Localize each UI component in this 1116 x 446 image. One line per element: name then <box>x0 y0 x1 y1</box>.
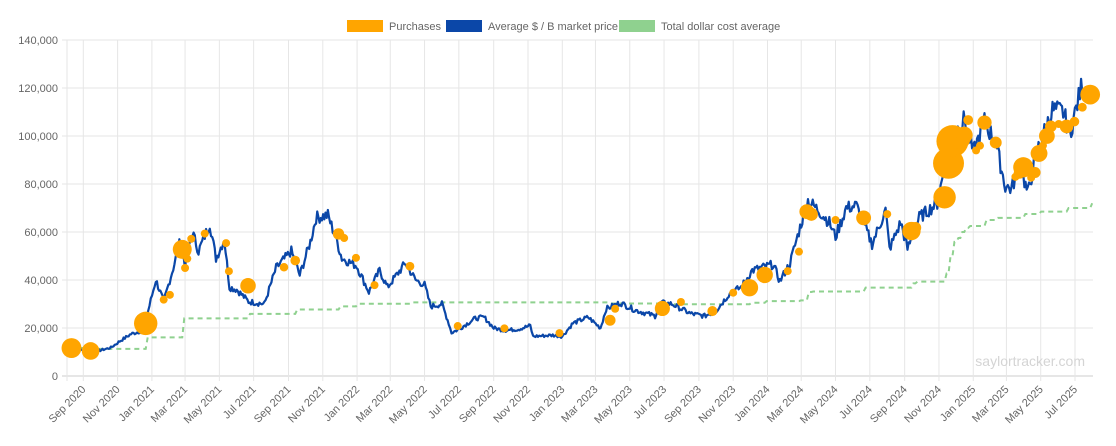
purchase-point[interactable] <box>977 115 992 130</box>
purchase-point[interactable] <box>1077 102 1087 112</box>
purchase-point[interactable] <box>611 304 620 313</box>
purchase-point[interactable] <box>290 255 301 266</box>
x-tick-label: Nov 2023 <box>697 384 739 426</box>
y-tick-label: 60,000 <box>24 227 58 239</box>
purchase-point[interactable] <box>856 210 872 226</box>
purchase-point[interactable] <box>989 136 1002 149</box>
legend-item-price[interactable]: Average $ / B market price <box>446 20 618 33</box>
purchase-point[interactable] <box>676 297 685 306</box>
purchase-point[interactable] <box>279 263 289 272</box>
purchase-point[interactable] <box>883 210 892 219</box>
purchase-point[interactable] <box>183 254 192 263</box>
purchase-point[interactable] <box>831 216 840 224</box>
dca-line <box>71 202 1094 350</box>
x-tick-label: Nov 2022 <box>491 384 533 426</box>
purchase-point[interactable] <box>604 314 616 326</box>
purchase-point[interactable] <box>240 277 256 294</box>
legend-label-dca: Total dollar cost average <box>661 21 780 33</box>
x-tick-label: Nov 2020 <box>81 384 123 426</box>
purchases-series <box>61 84 1101 360</box>
purchase-point[interactable] <box>555 329 564 338</box>
purchase-point[interactable] <box>794 247 803 256</box>
purchase-point[interactable] <box>351 253 360 262</box>
purchase-point[interactable] <box>165 290 174 299</box>
legend-item-purchases[interactable]: Purchases <box>347 20 441 33</box>
purchase-point[interactable] <box>1013 157 1034 178</box>
x-tick-label: May 2022 <box>387 384 430 427</box>
purchase-point[interactable] <box>224 267 233 276</box>
y-axis: 0 20,000 40,000 60,000 80,000 100,000 120,000 1… <box>18 35 58 383</box>
y-tick-label: 120,000 <box>18 83 58 95</box>
x-tick-label: May 2025 <box>1003 384 1046 427</box>
purchase-point[interactable] <box>340 234 349 243</box>
grid <box>62 39 1093 381</box>
purchase-point[interactable] <box>81 342 100 360</box>
y-tick-label: 0 <box>52 371 58 383</box>
x-tick-label: Jul 2025 <box>1042 384 1080 422</box>
y-tick-label: 20,000 <box>24 323 58 335</box>
legend-swatch-price <box>446 20 482 32</box>
purchase-point[interactable] <box>405 261 415 271</box>
x-tick-label: May 2024 <box>798 384 841 427</box>
legend-swatch-purchases <box>347 20 383 32</box>
purchase-point[interactable] <box>61 338 82 358</box>
purchase-point[interactable] <box>740 279 759 297</box>
x-tick-label: May 2021 <box>182 384 225 427</box>
purchase-point[interactable] <box>804 207 818 221</box>
purchase-point[interactable] <box>654 300 670 317</box>
purchase-point[interactable] <box>729 288 738 297</box>
purchase-point[interactable] <box>453 322 462 331</box>
y-tick-label: 80,000 <box>24 179 58 191</box>
legend[interactable]: Purchases Average $ / B market price Tot… <box>347 20 780 33</box>
legend-swatch-dca <box>619 20 655 32</box>
price-line <box>71 77 1092 353</box>
purchase-point[interactable] <box>963 115 974 125</box>
purchase-point[interactable] <box>159 295 168 304</box>
purchase-point[interactable] <box>370 281 379 290</box>
purchase-point[interactable] <box>187 234 196 243</box>
purchase-point[interactable] <box>1080 84 1101 105</box>
purchase-point[interactable] <box>200 229 209 238</box>
purchase-point[interactable] <box>1044 120 1057 133</box>
watermark: saylortracker.com <box>975 353 1085 369</box>
dca-series <box>71 202 1094 350</box>
purchase-point[interactable] <box>181 264 190 272</box>
y-tick-label: 140,000 <box>18 35 58 47</box>
x-tick-label: Nov 2021 <box>286 384 328 426</box>
price-series <box>71 77 1092 353</box>
purchase-point[interactable] <box>933 186 956 209</box>
purchase-point[interactable] <box>500 324 509 333</box>
purchase-point[interactable] <box>1029 167 1041 179</box>
purchase-point[interactable] <box>1069 116 1080 127</box>
purchase-point[interactable] <box>955 126 973 144</box>
x-tick-label: Nov 2024 <box>902 384 944 426</box>
x-tick-label: May 2023 <box>592 384 635 427</box>
purchase-point[interactable] <box>222 239 231 248</box>
purchase-point[interactable] <box>783 267 792 276</box>
purchase-point[interactable] <box>133 311 158 336</box>
legend-label-purchases: Purchases <box>389 21 441 33</box>
legend-label-price: Average $ / B market price <box>488 21 618 33</box>
purchase-point[interactable] <box>756 266 773 284</box>
purchase-point[interactable] <box>707 306 718 317</box>
legend-item-dca[interactable]: Total dollar cost average <box>619 20 780 33</box>
purchase-point[interactable] <box>975 141 984 150</box>
purchase-point[interactable] <box>909 221 922 234</box>
y-tick-label: 100,000 <box>18 131 58 143</box>
y-tick-label: 40,000 <box>24 275 58 287</box>
purchase-point[interactable] <box>172 239 192 259</box>
